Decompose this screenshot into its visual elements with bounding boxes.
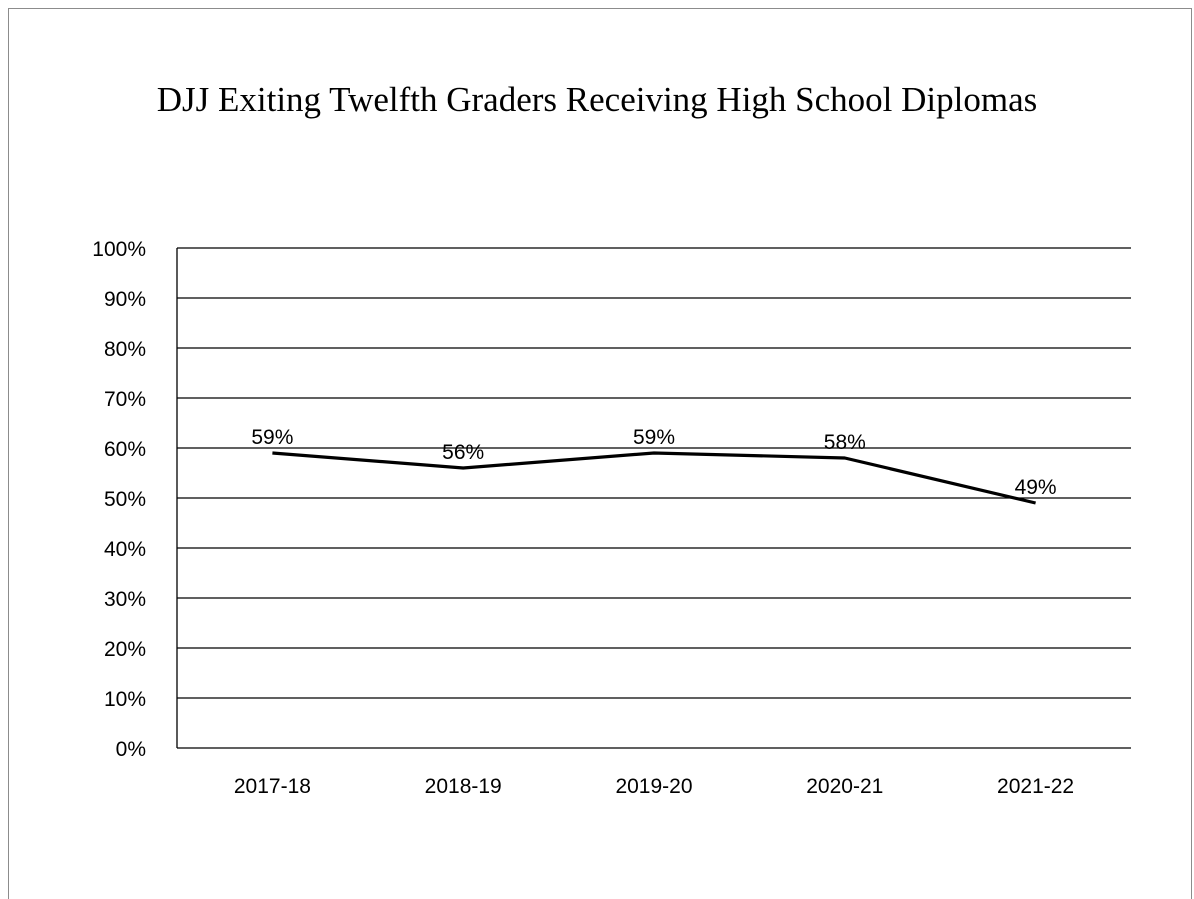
y-tick-label: 20% — [104, 638, 146, 661]
x-tick-label: 2018-19 — [425, 775, 502, 798]
y-tick-label: 100% — [92, 238, 146, 261]
y-tick-label: 10% — [104, 688, 146, 711]
y-tick-label: 40% — [104, 538, 146, 561]
y-tick-label: 80% — [104, 338, 146, 361]
y-tick-label: 70% — [104, 388, 146, 411]
chart-title: DJJ Exiting Twelfth Graders Receiving Hi… — [156, 80, 1038, 119]
data-label: 58% — [824, 431, 866, 454]
series-lines — [272, 451, 1036, 505]
data-label: 56% — [442, 441, 484, 464]
x-tick-label: 2021-22 — [997, 775, 1074, 798]
y-tick-label: 50% — [104, 488, 146, 511]
data-label: 49% — [1015, 476, 1057, 499]
x-tick-label: 2017-18 — [234, 775, 311, 798]
x-axis-tick-labels: 2017-18 2018-19 2019-20 2020-21 2021-22 — [234, 775, 1074, 798]
y-tick-label: 90% — [104, 288, 146, 311]
x-tick-label: 2019-20 — [615, 775, 692, 798]
data-labels: 59% 56% 59% 58% 49% — [251, 426, 1056, 499]
gridlines — [177, 247, 1131, 699]
y-axis-tick-labels: 0% 10% 20% 30% 40% 50% 60% 70% 80% 90% 100% — [92, 238, 146, 761]
y-tick-label: 60% — [104, 438, 146, 461]
x-tick-label: 2020-21 — [806, 775, 883, 798]
data-label: 59% — [633, 426, 675, 449]
series-line — [272, 451, 1036, 505]
axes — [176, 248, 1131, 749]
chart-frame — [8, 8, 1192, 899]
data-label: 59% — [251, 426, 293, 449]
y-tick-label: 30% — [104, 588, 146, 611]
y-tick-label: 0% — [116, 738, 146, 761]
